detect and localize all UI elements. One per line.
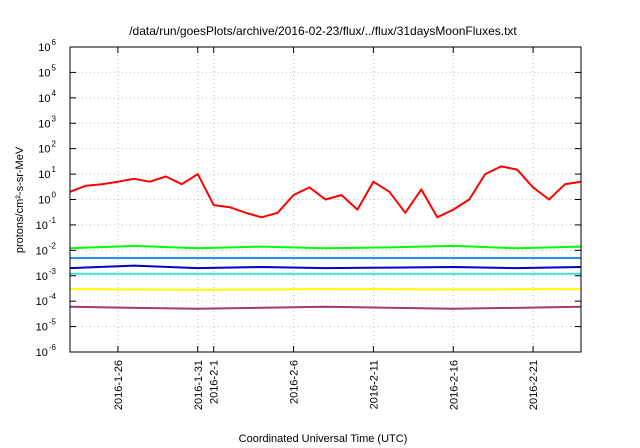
y-axis-label: protons/cm²-s-sr-MeV — [14, 146, 26, 253]
y-tick-label: 10-5 — [36, 318, 57, 334]
series-line-1 — [69, 165, 582, 219]
series-group — [69, 165, 582, 310]
y-tick-label: 103 — [38, 114, 56, 130]
grid — [70, 47, 581, 352]
x-tick-label: 2016-2-6 — [289, 360, 301, 404]
y-axis: 10-6 10-5 10-4 10-3 10-2 10-1 100 101 102 103 104 1… — [36, 38, 581, 359]
y-tick-label: 104 — [38, 89, 56, 105]
y-tick-label: 10-6 — [36, 343, 57, 359]
y-tick-label: 100 — [38, 191, 56, 207]
y-tick-label: 10-2 — [36, 241, 57, 257]
x-tick-label: 2016-2-1 — [209, 360, 221, 404]
y-tick-label: 106 — [38, 38, 56, 54]
y-tick-label: 101 — [38, 165, 56, 181]
y-tick-label: 102 — [38, 140, 56, 156]
x-axis: 2016-1-26 2016-1-31 2016-2-1 2016-2-6 2016-2… — [113, 47, 540, 410]
series-line-6 — [69, 288, 582, 291]
series-line-2 — [69, 244, 582, 250]
y-tick-label: 10-4 — [36, 292, 57, 308]
series-line-7 — [69, 305, 582, 310]
chart-title: /data/run/goesPlots/archive/2016-02-23/f… — [129, 24, 517, 38]
x-tick-label: 2016-1-31 — [193, 360, 205, 410]
x-tick-label: 2016-2-16 — [448, 360, 460, 410]
series-line-4 — [69, 264, 582, 270]
x-axis-label: Coordinated Universal Time (UTC) — [239, 433, 408, 445]
y-tick-label: 105 — [38, 63, 56, 79]
y-tick-label: 10-3 — [36, 267, 57, 283]
x-tick-label: 2016-1-26 — [113, 360, 125, 410]
y-tick-label: 10-1 — [36, 216, 57, 232]
x-tick-label: 2016-2-11 — [368, 360, 380, 409]
x-tick-label: 2016-2-21 — [528, 360, 540, 410]
